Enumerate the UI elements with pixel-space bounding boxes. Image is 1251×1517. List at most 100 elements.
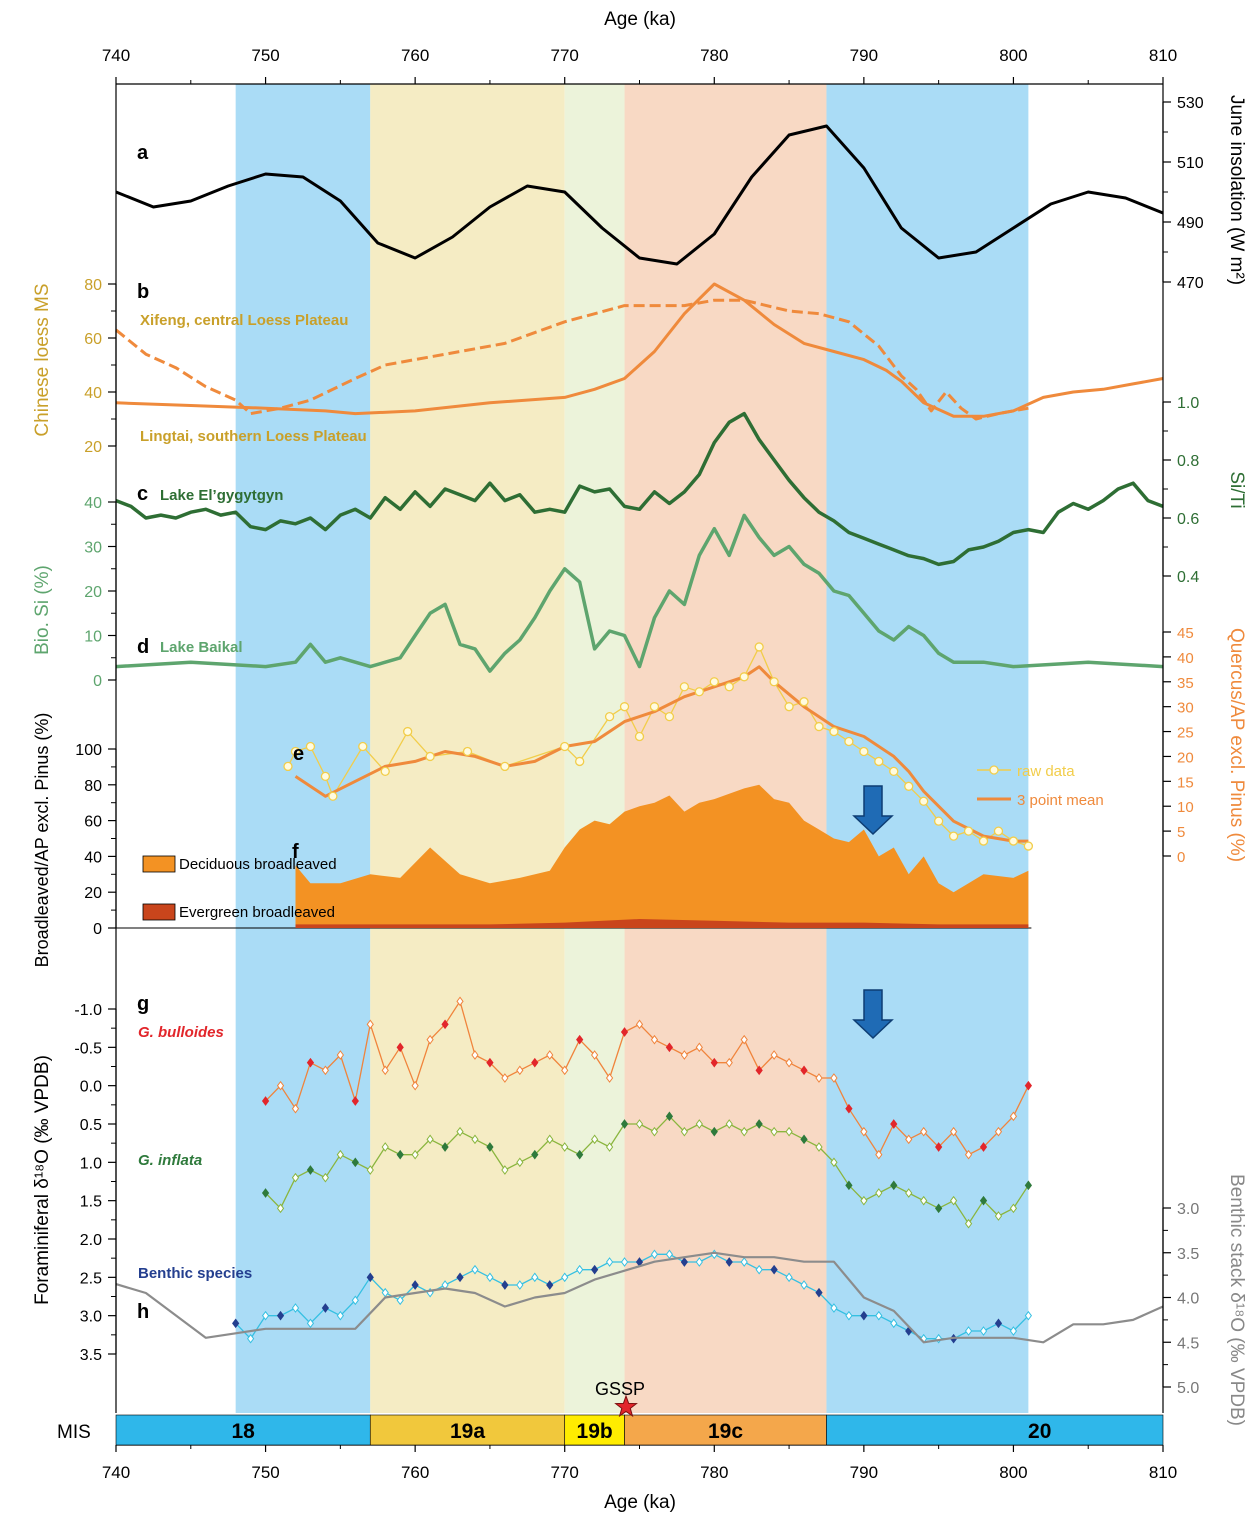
benthic-stack-tick-label: 3.5 xyxy=(1177,1246,1199,1263)
point-g-inflata xyxy=(605,1142,614,1152)
point-g-bulloides xyxy=(785,1057,793,1068)
benthic-stack-tick-label: 4.5 xyxy=(1177,1335,1199,1352)
bottom-x-tick-label: 790 xyxy=(850,1463,878,1482)
point-g-inflata xyxy=(486,1142,494,1152)
bottom-x-tick-label: 810 xyxy=(1149,1463,1177,1482)
point-g-inflata xyxy=(576,1149,584,1160)
stage-band-19b xyxy=(564,84,625,1413)
point-g-bulloides xyxy=(546,1050,554,1060)
stage-band-19c xyxy=(624,84,827,1413)
point-benthic xyxy=(979,1326,988,1336)
mis-bar-20 xyxy=(826,1414,1164,1446)
point-benthic xyxy=(246,1333,255,1344)
loess-tick-label: 80 xyxy=(84,277,102,294)
point-g-bulloides xyxy=(875,1149,883,1160)
bottom-x-tick-label: 780 xyxy=(700,1463,728,1482)
point-g-bulloides xyxy=(635,1019,644,1030)
bio-si-tick-label: 20 xyxy=(84,584,102,601)
point-g-bulloides xyxy=(815,1073,823,1083)
point-g-inflata xyxy=(695,1119,703,1129)
point-quercus-raw xyxy=(1008,836,1019,846)
point-g-bulloides xyxy=(396,1042,404,1053)
point-g-inflata xyxy=(531,1149,539,1160)
top-x-tick-label: 740 xyxy=(102,46,130,65)
point-benthic xyxy=(770,1264,778,1275)
point-g-bulloides xyxy=(845,1103,853,1114)
quercus-tick-label: 35 xyxy=(1177,675,1194,692)
line-lingtai-loess xyxy=(115,282,1164,418)
line-bio-si xyxy=(115,513,1164,673)
point-g-bulloides xyxy=(291,1103,300,1114)
point-g-inflata xyxy=(501,1165,509,1175)
point-g-inflata xyxy=(426,1134,434,1145)
broadleaved-tick-label: 40 xyxy=(84,849,102,866)
series-label-baikal: Lake Baikal xyxy=(160,639,243,656)
mis-label-19b: 19b xyxy=(577,1420,613,1443)
point-g-inflata xyxy=(665,1111,674,1122)
point-g-bulloides xyxy=(920,1126,928,1137)
panel-label-h: h xyxy=(137,1301,149,1323)
gssp-label: GSSP xyxy=(595,1379,645,1399)
bio-si-tick-label: 30 xyxy=(84,540,102,557)
point-quercus-raw xyxy=(874,756,884,767)
point-benthic xyxy=(890,1318,898,1329)
bottom-x-tick-label: 750 xyxy=(251,1463,279,1482)
legend-deciduous-swatch xyxy=(142,855,176,873)
point-benthic xyxy=(695,1257,703,1267)
point-g-inflata xyxy=(561,1142,569,1152)
si-ti-tick-label: 0.8 xyxy=(1177,453,1199,470)
point-g-inflata xyxy=(905,1188,913,1198)
bottom-x-tick-label: 800 xyxy=(999,1463,1027,1482)
point-g-inflata xyxy=(680,1126,688,1137)
quercus-axis-title: Quercus/AP excl. Pinus (%) xyxy=(1226,628,1247,862)
legend-evergreen-swatch xyxy=(142,903,176,921)
top-x-tick-label: 800 xyxy=(999,46,1027,65)
point-quercus-raw xyxy=(933,816,944,826)
point-g-inflata xyxy=(261,1188,270,1198)
benthic-stack-tick-label: 3.0 xyxy=(1177,1201,1199,1218)
point-benthic xyxy=(531,1272,539,1283)
benthic-stack-axis-title: Benthic stack δ¹⁸O (‰ VPDB) xyxy=(1226,1174,1247,1426)
foram-tick-label: 0.0 xyxy=(80,1079,102,1096)
point-g-bulloides xyxy=(426,1034,434,1045)
point-benthic xyxy=(561,1272,569,1283)
line-june-insolation xyxy=(115,124,1164,266)
foram-tick-label: 2.0 xyxy=(80,1232,102,1249)
insolation-tick-label: 530 xyxy=(1177,95,1204,112)
point-g-inflata xyxy=(396,1149,404,1160)
panel-label-f: f xyxy=(292,841,299,863)
insolation-tick-label: 490 xyxy=(1177,215,1204,232)
mis-bar-19b xyxy=(564,1414,625,1446)
legend-evergreen-text: Evergreen broadleaved xyxy=(179,904,335,921)
panel-label-b: b xyxy=(137,281,149,303)
point-benthic xyxy=(456,1272,464,1283)
point-g-bulloides xyxy=(725,1057,733,1068)
foram-tick-label: 1.0 xyxy=(80,1155,102,1172)
bio-si-axis-title: Bio. Si (%) xyxy=(32,565,53,655)
point-quercus-raw xyxy=(784,702,794,712)
point-g-bulloides xyxy=(935,1142,943,1152)
broadleaved-tick-label: 0 xyxy=(93,921,102,938)
point-g-bulloides xyxy=(770,1050,778,1060)
point-benthic xyxy=(680,1257,688,1267)
bio-si-tick-label: 40 xyxy=(84,495,102,512)
point-g-inflata xyxy=(366,1165,374,1175)
point-g-bulloides xyxy=(605,1073,614,1083)
point-g-bulloides xyxy=(366,1019,374,1030)
point-g-inflata xyxy=(351,1157,359,1168)
line-benthic-stack xyxy=(115,1251,1164,1344)
point-g-bulloides xyxy=(710,1057,718,1068)
point-g-bulloides xyxy=(576,1034,584,1045)
mis-bar-19a xyxy=(369,1414,566,1446)
point-benthic xyxy=(830,1303,838,1313)
si-ti-tick-label: 0.6 xyxy=(1177,511,1199,528)
point-g-bulloides xyxy=(964,1149,973,1160)
point-benthic xyxy=(471,1264,479,1275)
point-g-inflata xyxy=(725,1119,733,1129)
point-g-inflata xyxy=(740,1126,748,1137)
panel-label-e: e xyxy=(293,743,304,765)
legend-deciduous-text: Deciduous broadleaved xyxy=(179,856,337,873)
point-g-inflata xyxy=(620,1119,629,1129)
point-g-bulloides xyxy=(561,1065,569,1076)
point-g-inflata xyxy=(291,1172,300,1183)
